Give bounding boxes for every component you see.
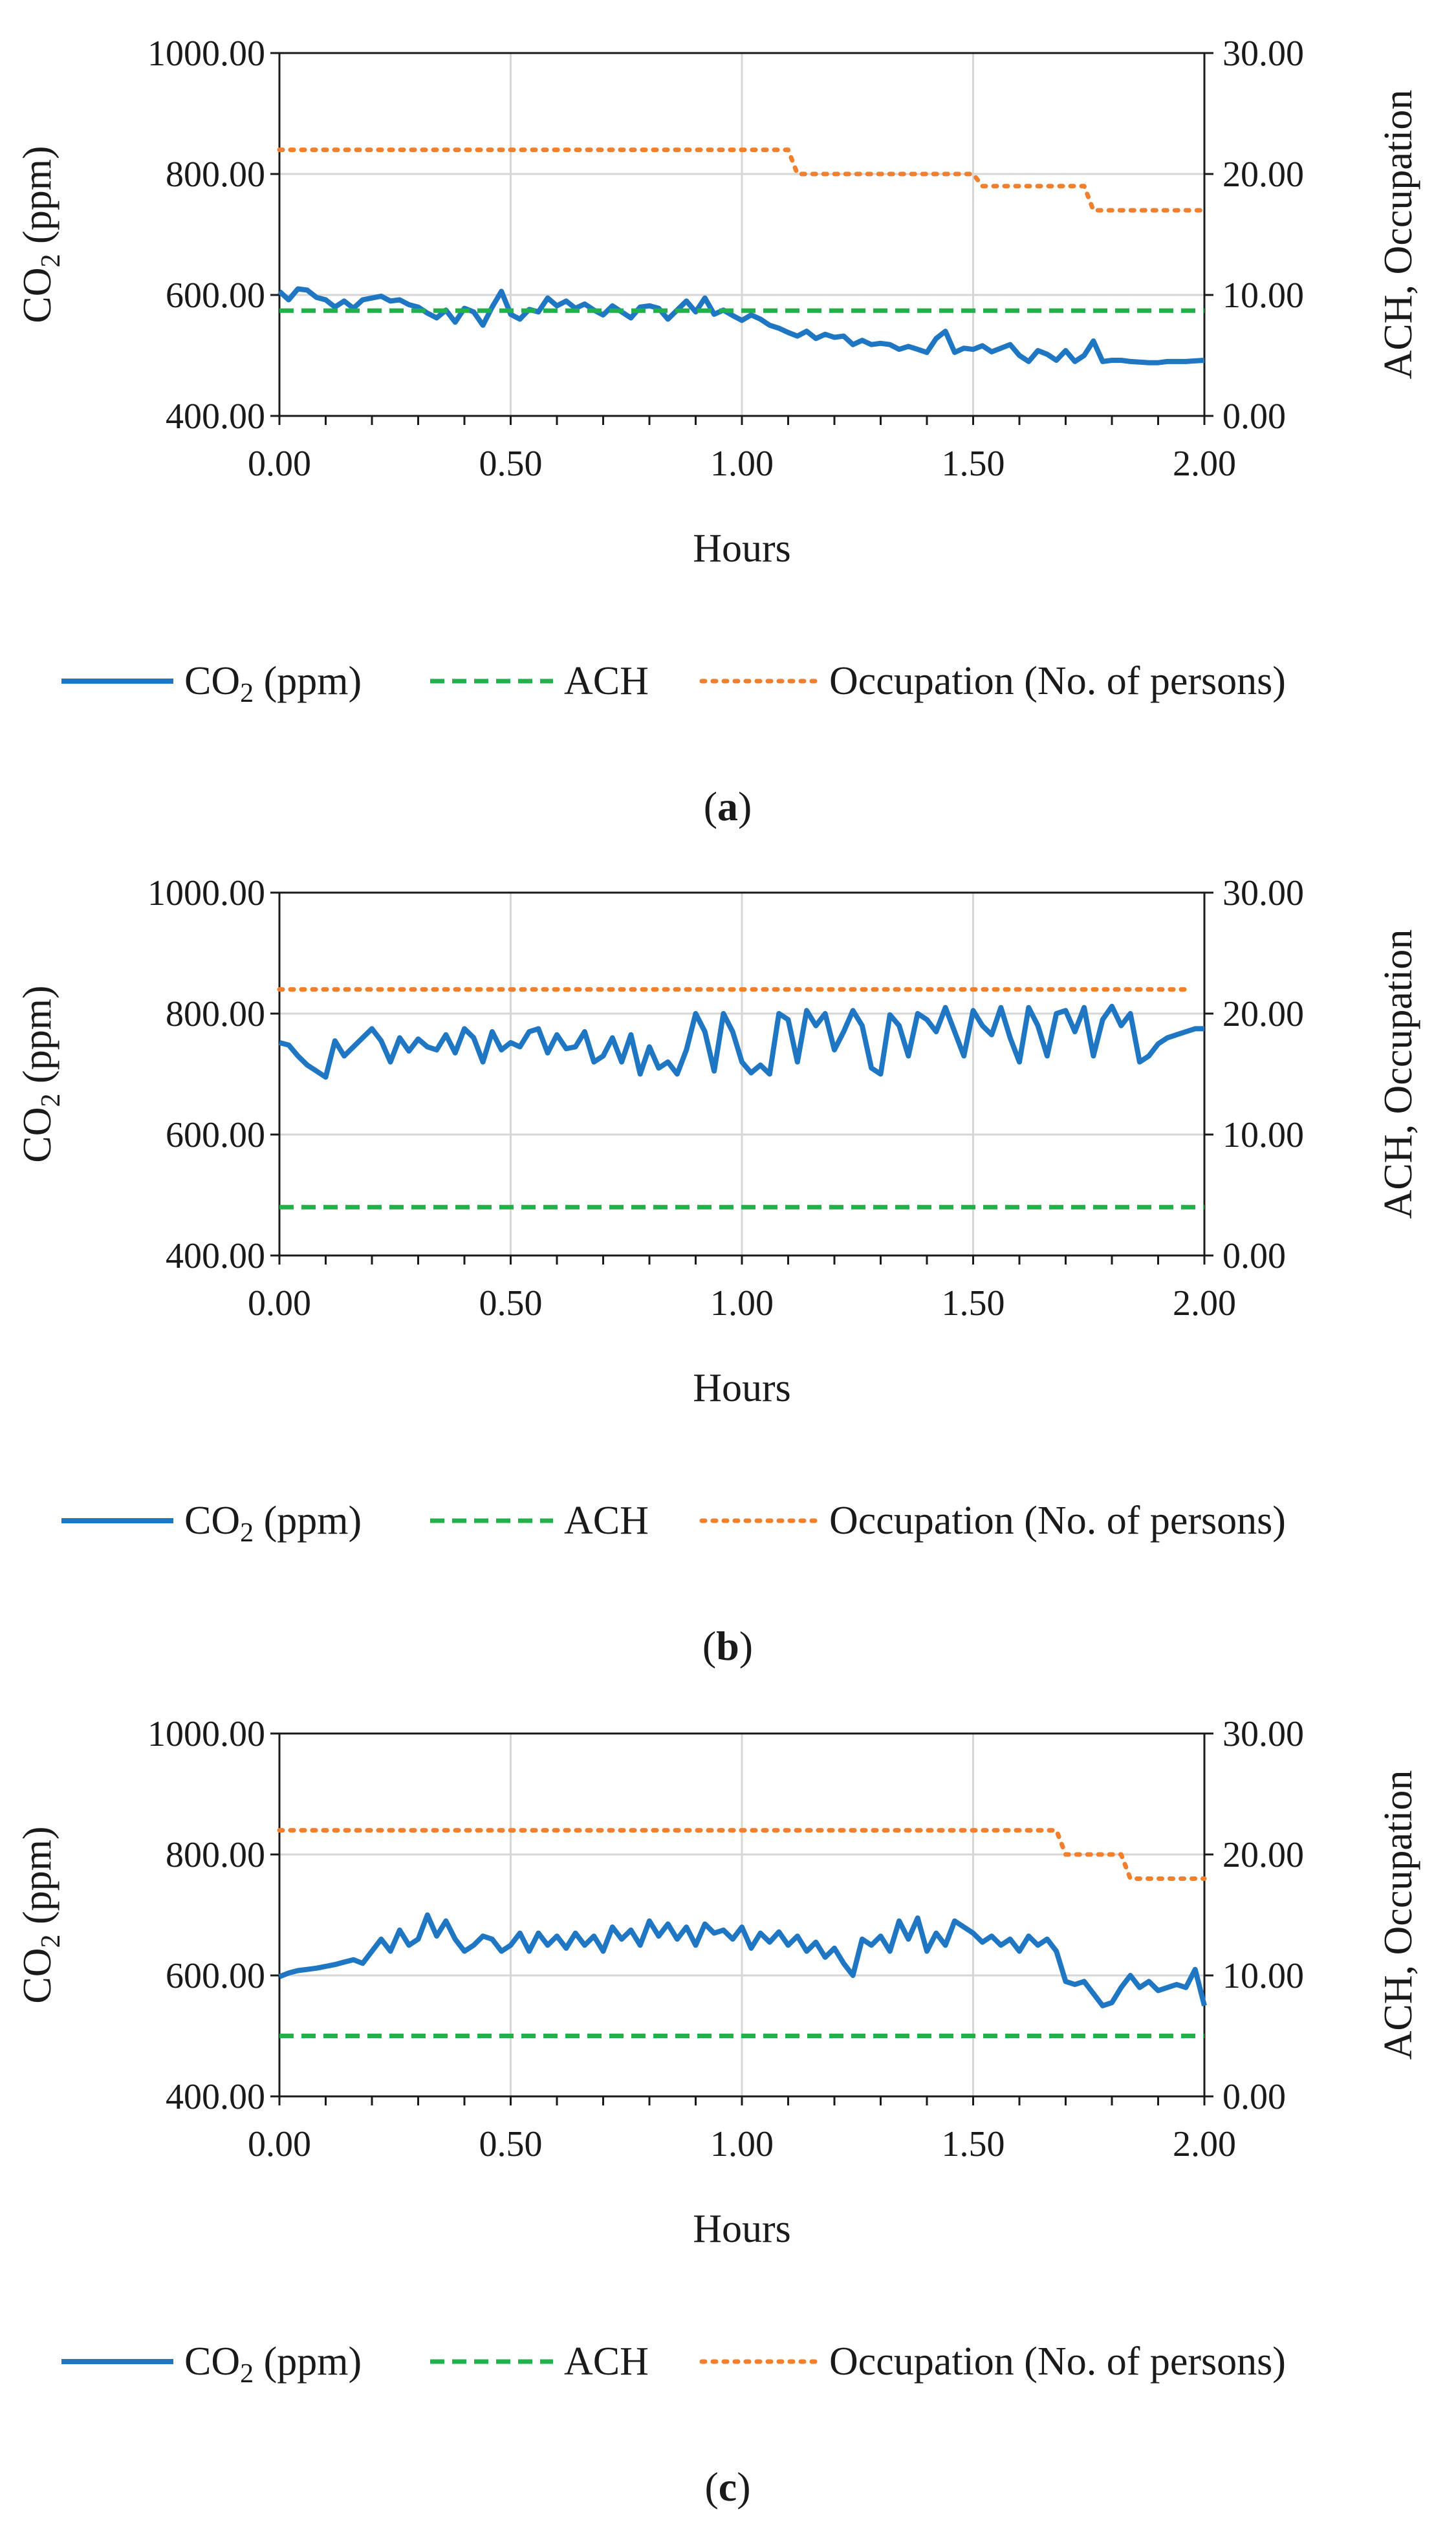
x-tick-label: 0.00 bbox=[248, 2124, 311, 2164]
y-left-tick-label: 800.00 bbox=[166, 1835, 265, 1875]
y-right-axis-title: ACH, Occupation bbox=[1376, 929, 1420, 1219]
chart-panel-a: 0.00 0.50 1.00 1.50 2.00 400.00 600.00 800.00 10… bbox=[16, 34, 1420, 829]
x-tick-label: 1.00 bbox=[710, 444, 774, 484]
series-line-occupation bbox=[277, 1828, 1207, 1881]
chart-panels: 0.00 0.50 1.00 1.50 2.00 400.00 600.00 800.00 10… bbox=[16, 34, 1420, 2510]
y-left-tick-label: 1000.00 bbox=[147, 1714, 265, 1754]
y-right-tick-label: 30.00 bbox=[1222, 34, 1304, 74]
legend-label-occupation: Occupation (No. of persons) bbox=[829, 1499, 1286, 1543]
y-left-axis-title: CO2 (ppm) bbox=[16, 146, 66, 323]
y-right-tick-label: 30.00 bbox=[1222, 873, 1304, 913]
y-left-title-subscript: 2 bbox=[36, 1093, 66, 1107]
chart-panel-c: 0.00 0.50 1.00 1.50 2.00 400.00 600.00 800.00 10… bbox=[16, 1714, 1420, 2510]
y-left-title-unit: (ppm) bbox=[16, 1826, 60, 1934]
y-left-axis-title: CO2 (ppm) bbox=[16, 1826, 66, 2003]
y-left-title-main: CO bbox=[16, 1948, 60, 2003]
x-tick-label: 2.00 bbox=[1173, 444, 1236, 484]
y-left-axis-title: CO2 (ppm) bbox=[16, 985, 66, 1162]
y-right-tick-label: 10.00 bbox=[1222, 276, 1304, 316]
y-right-tick-label: 20.00 bbox=[1222, 994, 1304, 1034]
y-left-tick-label: 800.00 bbox=[166, 155, 265, 195]
legend-label-ach: ACH bbox=[564, 659, 649, 703]
legend-label-co2: CO2 (ppm) bbox=[184, 2340, 362, 2389]
legend-label-occupation: Occupation (No. of persons) bbox=[829, 659, 1286, 703]
y-right-axis-title: ACH, Occupation bbox=[1376, 90, 1420, 380]
y-left-title-subscript: 2 bbox=[36, 1934, 66, 1948]
y-left-tick-label: 400.00 bbox=[166, 1236, 265, 1276]
series-line-co2 bbox=[277, 286, 1205, 365]
panel-caption: (c) bbox=[704, 2464, 750, 2510]
x-axis-title: Hours bbox=[693, 527, 791, 571]
y-left-title-unit: (ppm) bbox=[16, 985, 60, 1093]
y-left-tick-label: 400.00 bbox=[166, 2077, 265, 2117]
x-tick-label: 0.00 bbox=[248, 1283, 311, 1323]
y-right-tick-label: 0.00 bbox=[1222, 1236, 1286, 1276]
legend: CO2 (ppm) ACH Occupation (No. of persons) bbox=[61, 659, 1286, 708]
panel-caption: (a) bbox=[704, 783, 752, 829]
y-right-tick-label: 0.00 bbox=[1222, 2077, 1286, 2117]
legend-label-co2: CO2 (ppm) bbox=[184, 659, 362, 708]
y-left-title-main: CO bbox=[16, 267, 60, 323]
y-right-tick-label: 20.00 bbox=[1222, 155, 1304, 195]
y-right-tick-label: 10.00 bbox=[1222, 1956, 1304, 1996]
y-left-tick-label: 600.00 bbox=[166, 1956, 265, 1996]
x-tick-label: 1.00 bbox=[710, 2124, 774, 2164]
x-tick-label: 2.00 bbox=[1173, 1283, 1236, 1323]
x-tick-label: 0.50 bbox=[479, 444, 543, 484]
legend: CO2 (ppm) ACH Occupation (No. of persons) bbox=[61, 2340, 1286, 2389]
x-axis-title: Hours bbox=[693, 1366, 791, 1410]
legend: CO2 (ppm) ACH Occupation (No. of persons) bbox=[61, 1499, 1286, 1548]
x-tick-label: 2.00 bbox=[1173, 2124, 1236, 2164]
y-right-tick-label: 30.00 bbox=[1222, 1714, 1304, 1754]
x-tick-label: 0.50 bbox=[479, 1283, 543, 1323]
series-line-occupation bbox=[277, 147, 1207, 213]
y-right-tick-label: 0.00 bbox=[1222, 397, 1286, 437]
legend-label-co2: CO2 (ppm) bbox=[184, 1499, 362, 1548]
series-line-co2 bbox=[278, 1003, 1204, 1080]
y-left-tick-label: 800.00 bbox=[166, 994, 265, 1034]
y-left-title-subscript: 2 bbox=[36, 254, 66, 267]
y-left-tick-label: 1000.00 bbox=[147, 873, 265, 913]
y-right-axis-title: ACH, Occupation bbox=[1376, 1770, 1420, 2060]
x-tick-label: 0.50 bbox=[479, 2124, 543, 2164]
y-left-tick-label: 400.00 bbox=[166, 397, 265, 437]
legend-label-occupation: Occupation (No. of persons) bbox=[829, 2340, 1286, 2384]
legend-label-ach: ACH bbox=[564, 2340, 649, 2384]
chart-panel-b: 0.00 0.50 1.00 1.50 2.00 400.00 600.00 800.00 10… bbox=[16, 873, 1420, 1669]
y-left-title-unit: (ppm) bbox=[16, 146, 60, 254]
y-left-tick-label: 600.00 bbox=[166, 276, 265, 316]
y-left-tick-label: 600.00 bbox=[166, 1115, 265, 1155]
series-line-co2 bbox=[278, 1912, 1207, 2008]
y-left-title-main: CO bbox=[16, 1107, 60, 1162]
y-right-tick-label: 10.00 bbox=[1222, 1115, 1304, 1155]
panel-caption: (b) bbox=[702, 1623, 753, 1669]
y-left-tick-label: 1000.00 bbox=[147, 34, 265, 74]
x-tick-label: 1.50 bbox=[942, 2124, 1005, 2164]
legend-label-ach: ACH bbox=[564, 1499, 649, 1543]
x-tick-label: 1.00 bbox=[710, 1283, 774, 1323]
x-tick-label: 0.00 bbox=[248, 444, 311, 484]
x-tick-label: 1.50 bbox=[942, 444, 1005, 484]
x-tick-label: 1.50 bbox=[942, 1283, 1005, 1323]
y-right-tick-label: 20.00 bbox=[1222, 1835, 1304, 1875]
x-axis-title: Hours bbox=[693, 2207, 791, 2251]
